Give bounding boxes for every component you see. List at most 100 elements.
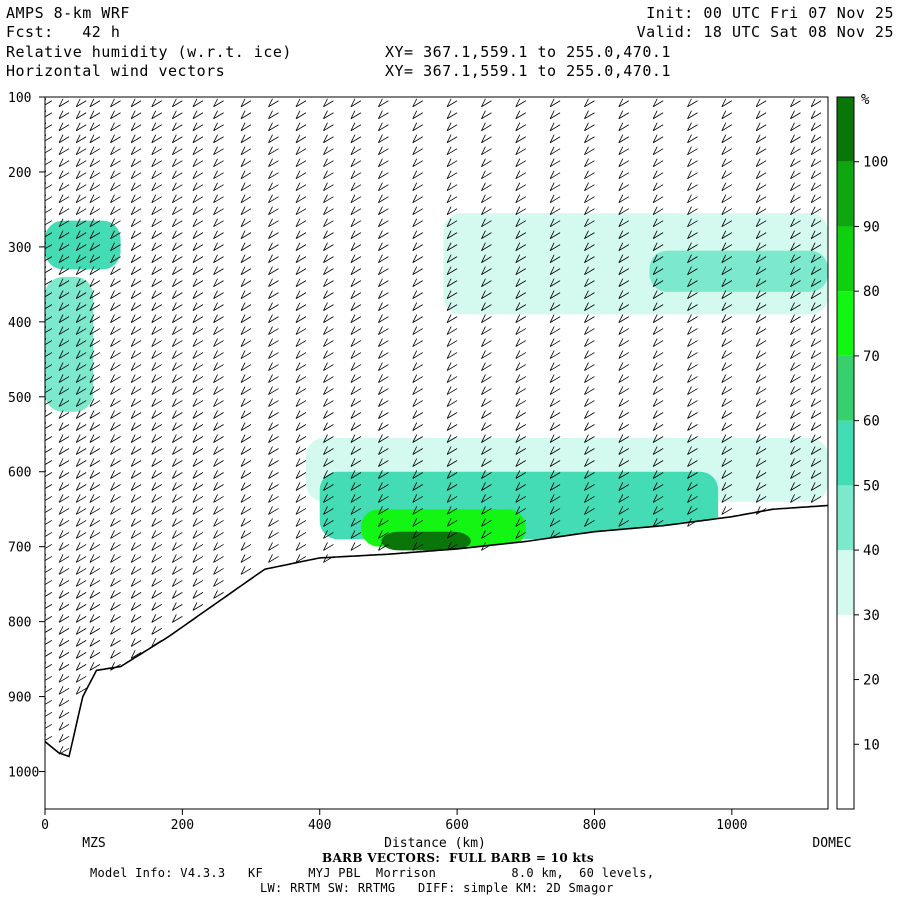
wind-barb	[687, 278, 698, 287]
wind-barb	[75, 566, 87, 575]
wind-barb	[172, 350, 183, 359]
wind-barb	[89, 386, 101, 395]
wind-barb	[810, 170, 822, 180]
colorbar-tick-label: 60	[863, 414, 880, 430]
wind-barb	[412, 374, 423, 383]
wind-barb	[515, 446, 526, 455]
wind-barb	[75, 254, 87, 263]
wind-barb	[192, 350, 204, 359]
wind-barb	[240, 158, 252, 168]
wind-barb	[295, 446, 307, 455]
wind-barb	[721, 326, 733, 335]
wind-barb	[268, 230, 279, 239]
wind-barb	[110, 578, 121, 587]
wind-barb	[790, 338, 801, 347]
wind-barb	[268, 482, 279, 491]
wind-barb	[810, 362, 822, 371]
wind-barb	[58, 398, 70, 407]
wind-barb	[130, 206, 142, 216]
wind-barb	[58, 146, 70, 156]
wind-barb	[45, 410, 53, 418]
wind-barb	[549, 386, 561, 395]
wind-barb	[110, 278, 121, 287]
wind-barb	[515, 458, 526, 467]
wind-barb	[687, 338, 698, 347]
wind-barb	[652, 494, 664, 503]
wind-barb	[350, 182, 362, 192]
wind-barb	[110, 98, 121, 108]
wind-barb	[350, 398, 362, 407]
wind-barb	[378, 446, 389, 455]
wind-barb	[810, 194, 822, 204]
wind-barb	[549, 230, 561, 239]
wind-barb	[810, 470, 822, 479]
wind-barb	[446, 446, 458, 455]
wind-barb	[295, 410, 307, 419]
wind-barb	[481, 266, 492, 275]
wind-barb	[58, 206, 70, 216]
wind-barb	[549, 290, 561, 299]
wind-barb	[652, 290, 664, 299]
wind-barb	[192, 434, 204, 443]
wind-barb	[515, 398, 526, 407]
wind-barb	[240, 266, 252, 275]
wind-barb	[687, 98, 698, 108]
wind-barb	[295, 458, 307, 467]
wind-barb	[378, 326, 389, 335]
wind-barb	[192, 194, 204, 204]
wind-barb	[58, 626, 70, 635]
wind-barb	[412, 278, 423, 287]
wind-barb	[295, 110, 307, 120]
wind-barb	[378, 362, 389, 371]
wind-barb	[481, 434, 492, 443]
wind-barb	[549, 314, 561, 323]
wind-barb	[213, 446, 224, 455]
wind-barb	[810, 350, 822, 359]
wind-barb	[515, 530, 526, 539]
wind-barb	[790, 482, 801, 491]
wind-barb	[58, 458, 70, 467]
wind-barb	[295, 122, 307, 132]
wind-barb	[652, 302, 664, 311]
wind-barb	[810, 110, 822, 120]
wind-barb	[323, 242, 334, 251]
wind-barb	[130, 194, 142, 204]
wind-barb	[481, 326, 492, 335]
wind-barb	[350, 254, 362, 263]
wind-barb	[268, 530, 279, 539]
wind-barb	[618, 338, 630, 347]
wind-barb	[652, 410, 664, 419]
wind-barb	[58, 434, 70, 443]
terrain-line	[44, 504, 829, 758]
wind-barb	[446, 182, 458, 192]
wind-barb	[172, 602, 183, 611]
wind-barb	[75, 266, 87, 275]
wind-barb	[89, 614, 101, 623]
wind-barb	[89, 134, 101, 144]
wind-barb	[618, 194, 630, 204]
wind-barb	[240, 398, 252, 407]
wind-barb	[652, 206, 664, 216]
wind-barb	[213, 266, 224, 275]
wind-barb	[446, 230, 458, 239]
wind-barb	[810, 422, 822, 431]
wind-barb	[213, 422, 224, 431]
wind-barb	[192, 566, 204, 575]
wind-barb	[295, 326, 307, 335]
y-tick-label: 600	[8, 466, 31, 481]
wind-barb	[75, 674, 87, 683]
wind-barb	[268, 170, 279, 180]
wind-barb	[151, 518, 162, 527]
wind-barb	[446, 278, 458, 287]
forecast-hour: Fcst: 42 h	[6, 23, 121, 41]
wind-barb	[687, 254, 698, 263]
wind-barb	[584, 146, 595, 156]
wind-barb	[110, 206, 121, 216]
wind-barb	[618, 362, 630, 371]
wind-barb	[350, 110, 362, 120]
wind-barb	[755, 170, 767, 180]
init-time: Init: 00 UTC Fri 07 Nov 25	[646, 4, 894, 22]
wind-barb	[584, 458, 595, 467]
wind-barb	[481, 182, 492, 192]
wind-barb	[192, 530, 204, 539]
